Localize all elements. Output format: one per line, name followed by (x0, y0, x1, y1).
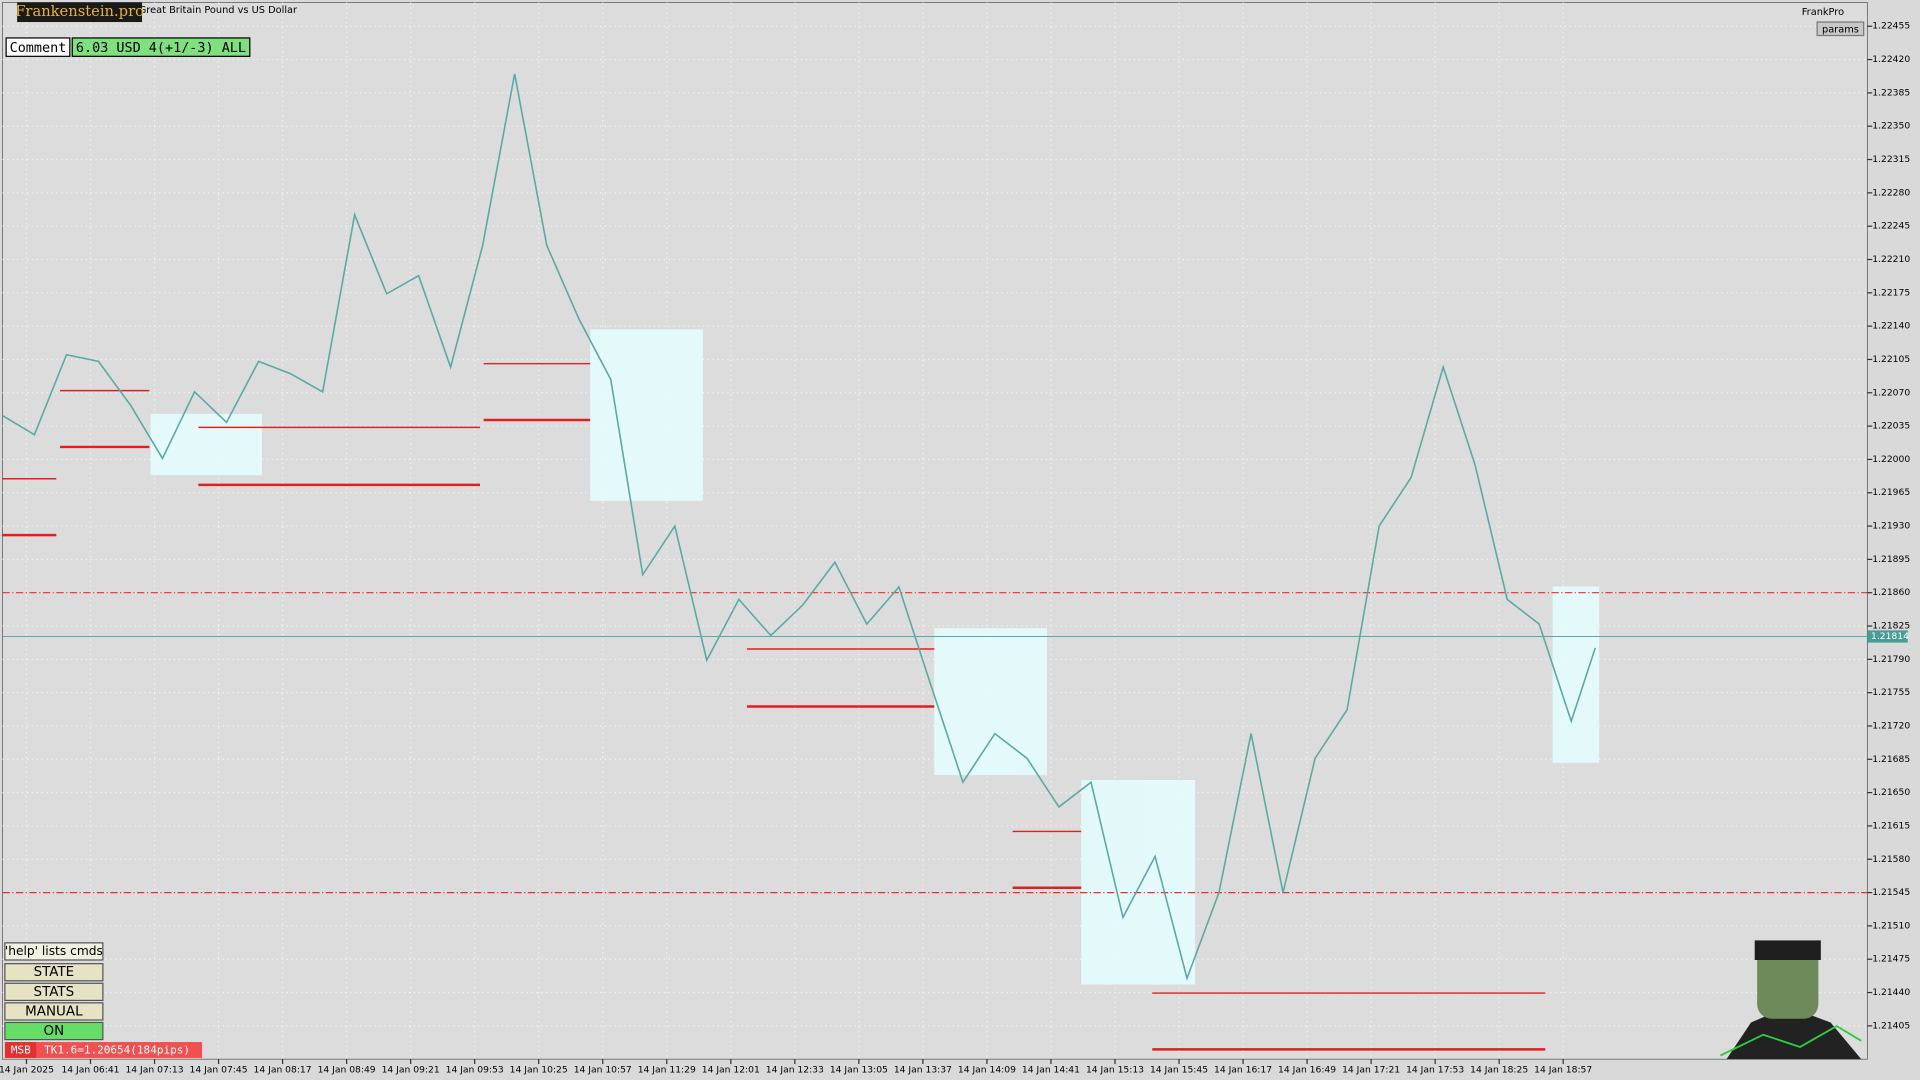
x-tick-label: 14 Jan 09:53 (446, 1065, 504, 1076)
y-tick-label: 1.21755 (1872, 687, 1910, 698)
y-tick-label: 1.21720 (1872, 720, 1910, 731)
x-tick-label: 14 Jan 17:53 (1406, 1065, 1464, 1076)
logo-box (17, 2, 143, 23)
x-tick-label: 14 Jan 10:57 (574, 1065, 632, 1076)
y-tick-label: 1.21650 (1872, 787, 1910, 798)
sr-lines (2, 362, 1546, 1051)
button-label[interactable]: STATS (34, 985, 75, 1000)
button-label[interactable]: MANUAL (25, 1004, 83, 1019)
button[interactable] (4, 1021, 104, 1041)
zone (1081, 780, 1196, 985)
current-price-box (1867, 630, 1908, 643)
params-button[interactable] (1816, 21, 1865, 37)
avatar (1720, 940, 1862, 1060)
y-tick-label: 1.22280 (1872, 187, 1910, 198)
x-tick-label: 14 Jan 09:21 (382, 1065, 440, 1076)
chart-title: GBPUSD,M1: Great Britain Pound vs US Dol… (73, 5, 298, 16)
x-tick-label: 14 Jan 15:45 (1150, 1065, 1208, 1076)
x-tick-label: 14 Jan 07:45 (190, 1065, 248, 1076)
y-tick-label: 1.22385 (1872, 87, 1910, 98)
x-tick-label: 14 Jan 18:57 (1534, 1065, 1592, 1076)
x-tick-label: 14 Jan 16:49 (1278, 1065, 1336, 1076)
y-tick-label: 1.21510 (1872, 920, 1910, 931)
y-tick-label: 1.22420 (1872, 54, 1910, 65)
status-text: TK1.6=1.20654(184pips) (44, 1044, 190, 1057)
x-tick-label: 14 Jan 14:09 (958, 1065, 1016, 1076)
zone (590, 329, 703, 501)
params-label[interactable]: params (1822, 24, 1859, 35)
y-tick-label: 1.22000 (1872, 454, 1910, 465)
zone (1552, 586, 1600, 763)
y-tick-label: 1.22350 (1872, 121, 1910, 132)
comment-value: 6.03 USD 4(+1/-3) ALL (76, 41, 246, 56)
x-tick-label: 14 Jan 11:29 (638, 1065, 696, 1076)
y-tick-label: 1.21615 (1872, 820, 1910, 831)
y-tick-label: 1.21825 (1872, 621, 1910, 632)
button-label[interactable]: ON (44, 1024, 65, 1039)
status-tag-box (4, 1042, 37, 1058)
plot-area (2, 2, 1868, 1060)
x-tick-label: 14 Jan 18:25 (1470, 1065, 1528, 1076)
x-tick-label: 14 Jan 08:17 (254, 1065, 312, 1076)
x-tick-label: 14 Jan 10:25 (510, 1065, 568, 1076)
y-tick-label: 1.22035 (1872, 421, 1910, 432)
y-tick-label: 1.21685 (1872, 754, 1910, 765)
y-tick-label: 1.22070 (1872, 387, 1910, 398)
y-tick-label: 1.21405 (1872, 1020, 1910, 1031)
y-tick-label: 1.21790 (1872, 654, 1910, 665)
x-tick-label: 14 Jan 06:41 (61, 1065, 119, 1076)
comment-value-box (71, 37, 251, 57)
comment-label: Comment (10, 41, 67, 56)
y-tick-label: 1.21440 (1872, 987, 1910, 998)
help-box (4, 942, 104, 961)
button-label[interactable]: STATE (34, 965, 75, 980)
y-tick-label: 1.22105 (1872, 354, 1910, 365)
zone (150, 413, 263, 476)
logo: Frankenstein.pro (15, 3, 144, 20)
y-tick-label: 1.22315 (1872, 154, 1910, 165)
x-tick-label: 14 Jan 13:37 (894, 1065, 952, 1076)
y-tick-label: 1.22140 (1872, 321, 1910, 332)
y-tick-label: 1.21895 (1872, 554, 1910, 565)
comment-label-box (5, 37, 71, 57)
x-tick-label: 14 Jan 14:41 (1022, 1065, 1080, 1076)
button[interactable] (4, 982, 104, 1002)
x-tick-label: 14 Jan 2025 (0, 1065, 54, 1076)
y-tick-label: 1.21930 (1872, 521, 1910, 532)
price-line (2, 73, 1597, 981)
y-tick-label: 1.21860 (1872, 587, 1910, 598)
expert-name: FrankPro (1802, 7, 1844, 18)
y-tick-label: 1.21580 (1872, 854, 1910, 865)
y-tick-label: 1.22245 (1872, 221, 1910, 232)
x-tick-label: 14 Jan 16:17 (1214, 1065, 1272, 1076)
x-tick-label: 14 Jan 13:05 (830, 1065, 888, 1076)
button[interactable] (4, 963, 104, 982)
x-tick-label: 14 Jan 12:01 (702, 1065, 760, 1076)
y-tick-label: 1.21475 (1872, 954, 1910, 965)
x-tick-label: 14 Jan 08:49 (318, 1065, 376, 1076)
status-tag: MSB (11, 1044, 31, 1057)
current-price-label: 1.21814 (1871, 631, 1909, 642)
x-tick-label: 14 Jan 07:13 (125, 1065, 183, 1076)
status-box (36, 1042, 203, 1058)
x-tick-label: 14 Jan 15:13 (1086, 1065, 1144, 1076)
button[interactable] (4, 1002, 104, 1021)
y-tick-label: 1.22455 (1872, 21, 1910, 32)
x-tick-label: 14 Jan 17:21 (1342, 1065, 1400, 1076)
y-tick-label: 1.21545 (1872, 887, 1910, 898)
x-tick-label: 14 Jan 12:33 (766, 1065, 824, 1076)
zones (150, 329, 1600, 985)
y-tick-label: 1.22175 (1872, 287, 1910, 298)
zone (934, 628, 1047, 776)
y-tick-label: 1.22210 (1872, 254, 1910, 265)
help-label: 'help' lists cmds (5, 944, 103, 958)
y-tick-label: 1.21965 (1872, 487, 1910, 498)
